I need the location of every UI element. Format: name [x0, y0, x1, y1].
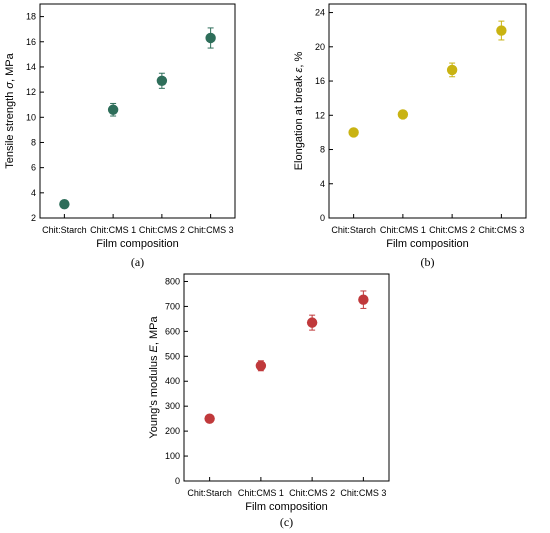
- panel-label: (a): [131, 255, 144, 269]
- data-point: [348, 127, 359, 138]
- y-axis-title: Young's modulus E, MPa: [148, 316, 160, 439]
- x-tick-label: Chit:CMS 1: [238, 488, 284, 498]
- y-tick-label: 200: [165, 426, 180, 436]
- x-tick-label: Chit:CMS 1: [380, 225, 426, 235]
- y-tick-label: 700: [165, 301, 180, 311]
- y-tick-label: 600: [165, 326, 180, 336]
- y-tick-label: 500: [165, 351, 180, 361]
- y-tick-label: 4: [320, 179, 325, 189]
- y-tick-label: 100: [165, 451, 180, 461]
- x-tick-label: Chit:CMS 2: [139, 225, 185, 235]
- data-point: [156, 75, 168, 86]
- y-tick-label: 12: [315, 110, 325, 120]
- y-tick-label: 18: [26, 12, 36, 22]
- y-tick-label: 800: [165, 276, 180, 286]
- x-tick-label: Chit:CMS 3: [188, 225, 234, 235]
- y-tick-label: 24: [315, 8, 325, 18]
- data-point: [204, 413, 215, 424]
- y-tick-label: 0: [320, 213, 325, 223]
- data-point: [397, 109, 409, 120]
- y-tick-label: 0: [175, 476, 180, 486]
- x-tick-label: Chit:Starch: [187, 488, 232, 498]
- y-tick-label: 8: [320, 145, 325, 155]
- x-axis-title: Film composition: [245, 501, 328, 513]
- y-tick-label: 4: [31, 188, 36, 198]
- x-tick-label: Chit:CMS 3: [340, 488, 386, 498]
- data-point: [205, 32, 216, 44]
- y-tick-label: 20: [315, 42, 325, 52]
- y-tick-label: 10: [26, 112, 36, 122]
- y-tick-label: 16: [315, 76, 325, 86]
- x-tick-label: Chit:CMS 3: [478, 225, 524, 235]
- y-tick-label: 12: [26, 87, 36, 97]
- x-axis-title: Film composition: [96, 238, 179, 250]
- panel-label: (c): [280, 515, 293, 529]
- x-tick-label: Chit:Starch: [42, 225, 87, 235]
- data-point: [306, 317, 318, 328]
- y-tick-label: 400: [165, 376, 180, 386]
- plot-frame: [183, 273, 390, 482]
- y-tick-label: 2: [31, 213, 36, 223]
- data-point: [107, 104, 119, 115]
- plot-frame: [328, 3, 527, 219]
- plot-frame: [39, 3, 236, 219]
- x-tick-label: Chit:CMS 2: [429, 225, 475, 235]
- chart-panel-c: 0 100 200 300 400 500 600 700 800 Chit:Starch Chit…: [148, 273, 390, 529]
- data-point: [59, 198, 70, 210]
- data-point: [446, 64, 458, 76]
- x-tick-label: Chit:CMS 2: [289, 488, 335, 498]
- y-tick-label: 14: [26, 62, 36, 72]
- y-tick-label: 300: [165, 401, 180, 411]
- data-point: [255, 360, 267, 371]
- x-tick-label: Chit:CMS 1: [90, 225, 136, 235]
- y-axis-title: Tensile strength σ, MPa: [4, 52, 16, 168]
- y-tick-label: 16: [26, 37, 36, 47]
- panel-label: (b): [421, 255, 435, 269]
- y-axis-title: Elongation at break ε, %: [293, 51, 305, 170]
- data-point: [358, 294, 369, 305]
- x-axis-title: Film composition: [386, 238, 469, 250]
- y-tick-label: 6: [31, 163, 36, 173]
- data-point: [496, 25, 507, 36]
- y-tick-label: 8: [31, 137, 36, 147]
- x-tick-label: Chit:Starch: [331, 225, 376, 235]
